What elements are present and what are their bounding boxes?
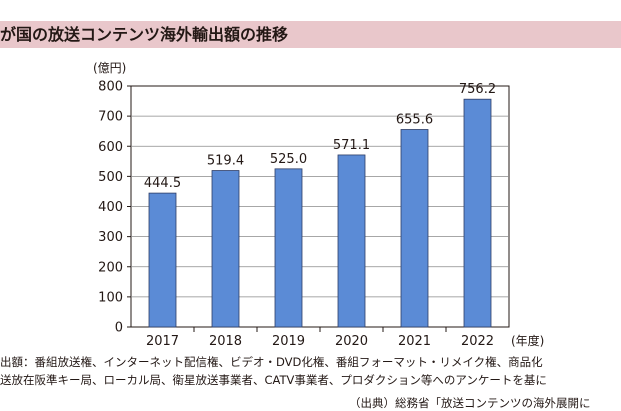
bar-chart: 0 100 200 300 400 500 600 700 800 (億円) 444.5 2017 51… xyxy=(93,61,544,349)
x-tick-label: 2020 xyxy=(335,334,368,349)
chart-title: が国の放送コンテンツ海外輸出額の推移 xyxy=(0,25,289,44)
y-tick-label: 600 xyxy=(98,140,123,155)
bar xyxy=(274,168,303,328)
y-axis-unit: (億円) xyxy=(93,61,126,75)
y-tick-label: 0 xyxy=(115,321,123,336)
footnote-line-2: 送放在阪準キー局、ローカル局、衛星放送事業者、CATV事業者、プロダクション等へ… xyxy=(0,373,547,387)
x-axis-unit: (年度) xyxy=(511,333,544,348)
y-tick-label: 300 xyxy=(98,230,123,245)
x-tick-label: 2022 xyxy=(461,334,494,349)
bar-value-label: 655.6 xyxy=(396,113,433,128)
x-tick-label: 2018 xyxy=(209,334,242,349)
y-tick-label: 100 xyxy=(98,290,123,305)
y-tick-label: 500 xyxy=(98,170,123,185)
title-bar: が国の放送コンテンツ海外輸出額の推移 xyxy=(0,21,621,48)
bar xyxy=(148,192,177,328)
y-tick-label: 700 xyxy=(98,110,123,125)
bar-value-label: 571.1 xyxy=(333,138,370,153)
x-tick-label: 2017 xyxy=(146,334,179,349)
bar xyxy=(463,98,492,328)
y-tick-label: 400 xyxy=(98,200,123,215)
bar-value-label: 756.2 xyxy=(459,82,496,97)
bar-value-label: 444.5 xyxy=(144,176,181,191)
bar-value-label: 519.4 xyxy=(207,154,244,169)
bar xyxy=(211,170,240,328)
bar xyxy=(337,154,366,328)
y-tick-label: 800 xyxy=(98,80,123,95)
bar-value-label: 525.0 xyxy=(270,152,307,167)
x-tick-label: 2019 xyxy=(272,334,305,349)
x-tick-label: 2021 xyxy=(398,334,431,349)
bar xyxy=(400,129,429,328)
source-note: （出典）総務省「放送コンテンツの海外展開に xyxy=(349,396,591,410)
y-tick-label: 200 xyxy=(98,260,123,275)
footnote-line-1: 出額：番組放送権、インターネット配信権、ビデオ・DVD化権、番組フォーマット・リ… xyxy=(0,355,543,369)
